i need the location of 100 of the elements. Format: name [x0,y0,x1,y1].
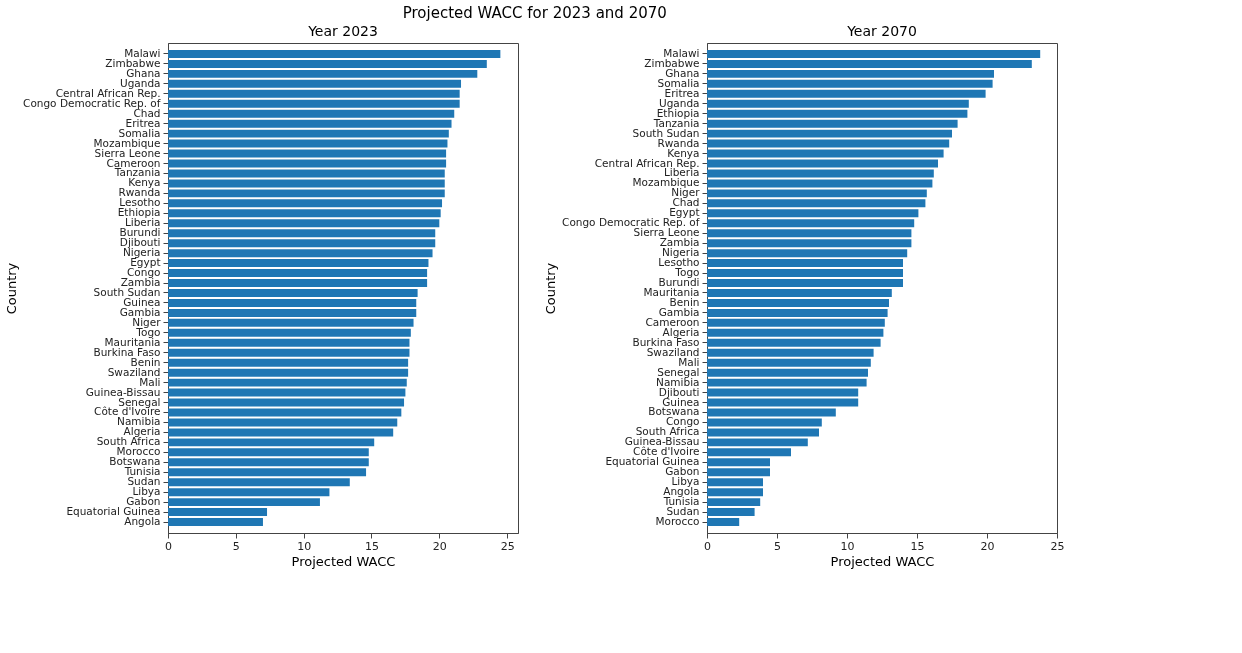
x-tick-label: 20 [980,539,995,553]
bar [168,209,441,218]
y-tick-label: Sierra Leone [633,226,700,239]
y-tick-label: Togo [674,266,700,279]
bar [168,139,448,148]
y-tick-label: Eritrea [125,116,161,129]
y-tick-label: Eritrea [664,86,700,99]
bar [707,149,944,158]
bar [707,129,952,138]
bar [707,428,819,437]
y-tick-label: Rwanda [657,136,700,149]
bar [707,209,919,218]
bar [168,109,455,118]
bar [707,458,770,467]
y-tick-label: Tunisia [123,465,161,478]
y-tick-label: Equatorial Guinea [66,505,161,518]
y-tick-label: Libya [671,475,700,488]
y-tick-label: Burkina Faso [93,345,161,358]
bar [168,59,487,68]
x-tick-label: 0 [165,539,172,553]
bar [707,269,903,278]
y-tick-label: Sudan [127,475,161,488]
bar [168,229,436,238]
bar [707,438,808,447]
y-tick-label: Libya [132,485,161,498]
bar [707,498,761,507]
x-tick-label: 25 [1050,539,1065,553]
bar [707,378,867,387]
y-tick-label: Ghana [126,66,161,79]
bar [707,69,994,78]
bar [707,279,903,287]
y-tick-label: Zimbabwe [105,56,161,69]
y-tick-label: Zimbabwe [644,56,700,69]
bar [707,229,912,238]
y-tick-label: Mali [678,355,700,368]
y-tick-label: Tanzania [113,166,161,179]
y-tick-label: Egypt [669,206,700,219]
x-tick-label: 15 [910,539,925,553]
y-tick-label: Somalia [118,126,161,139]
bar [168,239,436,248]
y-tick-label: Benin [130,355,161,368]
y-tick-label: Botswana [109,455,161,468]
bar [168,418,398,427]
bar [707,289,892,297]
bar [168,169,445,178]
bar [707,358,871,367]
bar [168,99,460,108]
bar [168,249,433,258]
bar [707,49,1041,58]
y-tick-label: Cameroon [645,315,700,328]
x-tick-label: 15 [364,539,379,553]
y-tick-label: Equatorial Guinea [605,455,700,468]
bar [168,318,414,327]
chart-subtitle: Year 2070 [846,23,917,39]
bar [707,298,889,307]
y-tick-label: Benin [669,295,700,308]
bar [707,348,874,357]
x-tick-label: 10 [297,539,312,553]
x-axis-title: Projected WACC [830,553,935,569]
y-tick-label: Malawi [124,46,161,59]
bar [168,478,350,487]
bar [707,418,822,427]
y-tick-label: Senegal [118,395,161,408]
y-axis-title: Country [4,262,20,315]
x-tick-label: 25 [500,539,515,553]
bar [707,239,912,248]
y-tick-label: Gabon [665,465,700,478]
y-tick-label: Swaziland [646,345,700,358]
chart-subtitle: Year 2023 [307,23,378,39]
y-tick-label: Mozambique [632,176,700,189]
bar [168,368,409,377]
bar [168,49,501,58]
y-tick-label: Ethiopia [117,206,161,219]
x-tick-label: 5 [774,539,781,553]
bar [707,119,958,128]
y-tick-label: Nigeria [661,246,700,259]
bar [168,129,449,138]
bar [707,508,755,517]
x-axis-title: Projected WACC [291,553,396,569]
bar [707,328,884,337]
bar [707,308,888,317]
bar [168,298,417,307]
y-tick-label: South Sudan [93,285,161,298]
bar [168,498,320,507]
y-tick-label: Zambia [659,236,700,249]
bar [168,179,445,188]
bar [707,99,969,108]
y-tick-label: Guinea-Bissau [624,435,700,448]
bar [168,438,375,447]
y-tick-label: Angola [124,515,161,528]
y-tick-label: Cameroon [106,156,161,169]
y-tick-label: Guinea [123,295,161,308]
bar [707,468,770,477]
bar [707,79,993,88]
bar [707,179,933,188]
bar [168,328,411,337]
bar [168,199,443,208]
x-tick-label: 5 [232,539,240,553]
bar [168,508,268,517]
bar [168,289,418,297]
